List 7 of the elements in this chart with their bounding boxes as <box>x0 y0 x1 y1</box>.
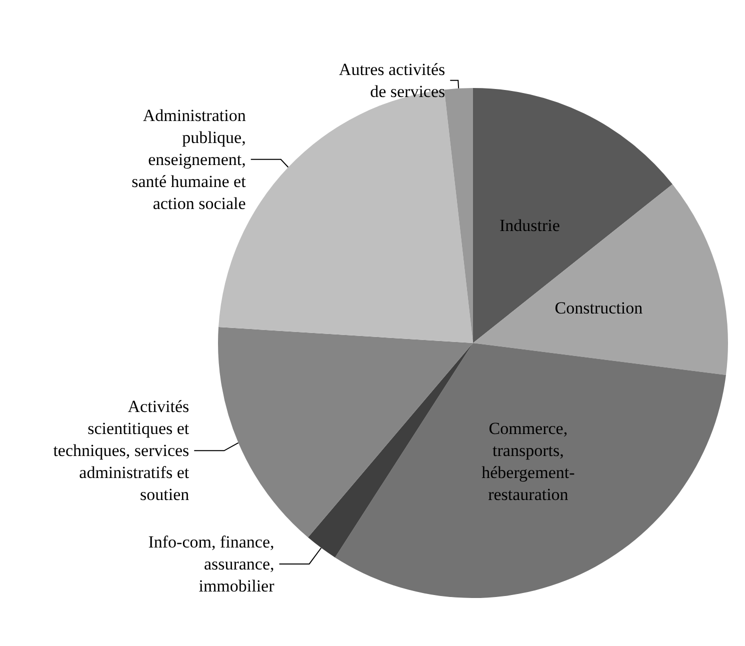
slice-label: Autres activités de services <box>338 60 446 101</box>
slice-label: Activités scientitiques et techniques, services administratifs et soutien <box>53 397 190 504</box>
slice-label: Construction <box>554 298 644 318</box>
slice-label: Info-com, finance, assurance, immobilier <box>148 532 275 596</box>
slice-label: Industrie <box>499 216 560 235</box>
slice-label: Administration publique, enseignement, santé humaine et action sociale <box>132 106 246 213</box>
slice-label: Commerce, transports, hébergement- restauration <box>482 418 576 504</box>
